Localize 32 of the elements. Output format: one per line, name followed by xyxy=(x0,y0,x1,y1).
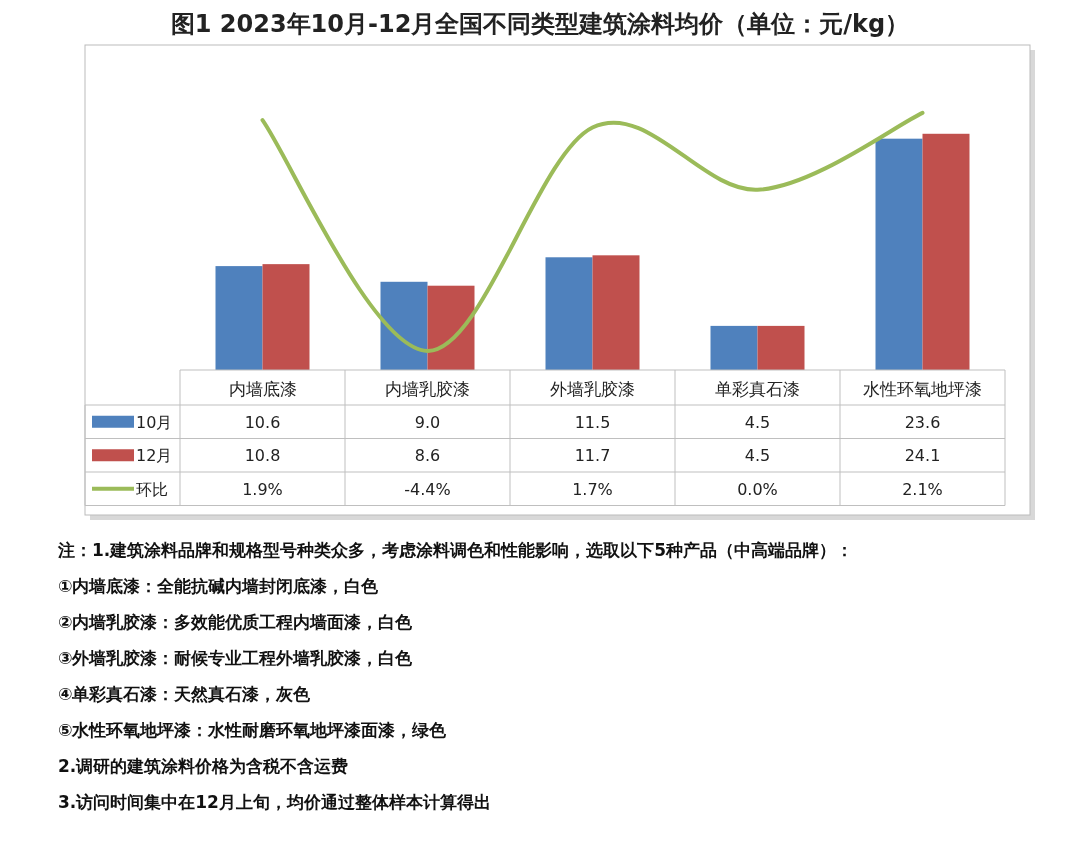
x-tick-label: 内墙乳胶漆 xyxy=(385,379,470,399)
title: 图1 2023年10月-12月全国不同类型建筑涂料均价（单位：元/kg） xyxy=(170,10,910,38)
x-tick-label: 单彩真石漆 xyxy=(715,379,800,399)
data-label: 11.5 xyxy=(574,412,611,432)
data-label: 2.1% xyxy=(902,479,943,499)
legend-label: 10月 xyxy=(136,412,173,432)
text: ②内墙乳胶漆：多效能优质工程内墙面漆，白色 xyxy=(58,612,414,632)
data-label: 10.6 xyxy=(244,412,281,432)
text: ⑤水性环氧地坪漆：水性耐磨环氧地坪漆面漆，绿色 xyxy=(58,720,448,740)
text: 注：1.建筑涂料品牌和规格型号种类众多，考虑涂料调色和性能影响，选取以下5种产品（中高端品牌）： xyxy=(57,540,854,560)
data-label: 9.0 xyxy=(414,412,441,432)
data-label: 11.7 xyxy=(574,446,611,466)
text: ④单彩真石漆：天然真石漆，灰色 xyxy=(58,684,312,704)
data-label: 10.8 xyxy=(244,446,281,466)
text: 3.访问时间集中在12月上旬，均价通过整体样本计算得出 xyxy=(58,792,491,812)
data-label: 4.5 xyxy=(744,412,771,432)
text: ③外墙乳胶漆：耐候专业工程外墙乳胶漆，白色 xyxy=(58,648,414,668)
x-tick-label: 外墙乳胶漆 xyxy=(550,379,635,399)
data-label: 1.9% xyxy=(242,479,283,499)
data-label: 23.6 xyxy=(904,412,941,432)
data-label: 24.1 xyxy=(904,446,941,466)
x-tick-label: 水性环氧地坪漆 xyxy=(863,379,982,399)
legend-label: 环比 xyxy=(136,479,168,499)
text: ①内墙底漆：全能抗碱内墙封闭底漆，白色 xyxy=(58,576,380,596)
text: 2.调研的建筑涂料价格为含税不含运费 xyxy=(58,756,349,776)
data-label: 1.7% xyxy=(572,479,613,499)
legend-label: 12月 xyxy=(136,446,173,466)
x-tick-label: 内墙底漆 xyxy=(228,379,297,399)
data-label: 0.0% xyxy=(737,479,778,499)
data-label: 4.5 xyxy=(744,446,771,466)
data-label: 8.6 xyxy=(414,446,441,466)
data-label: -4.4% xyxy=(404,479,451,499)
